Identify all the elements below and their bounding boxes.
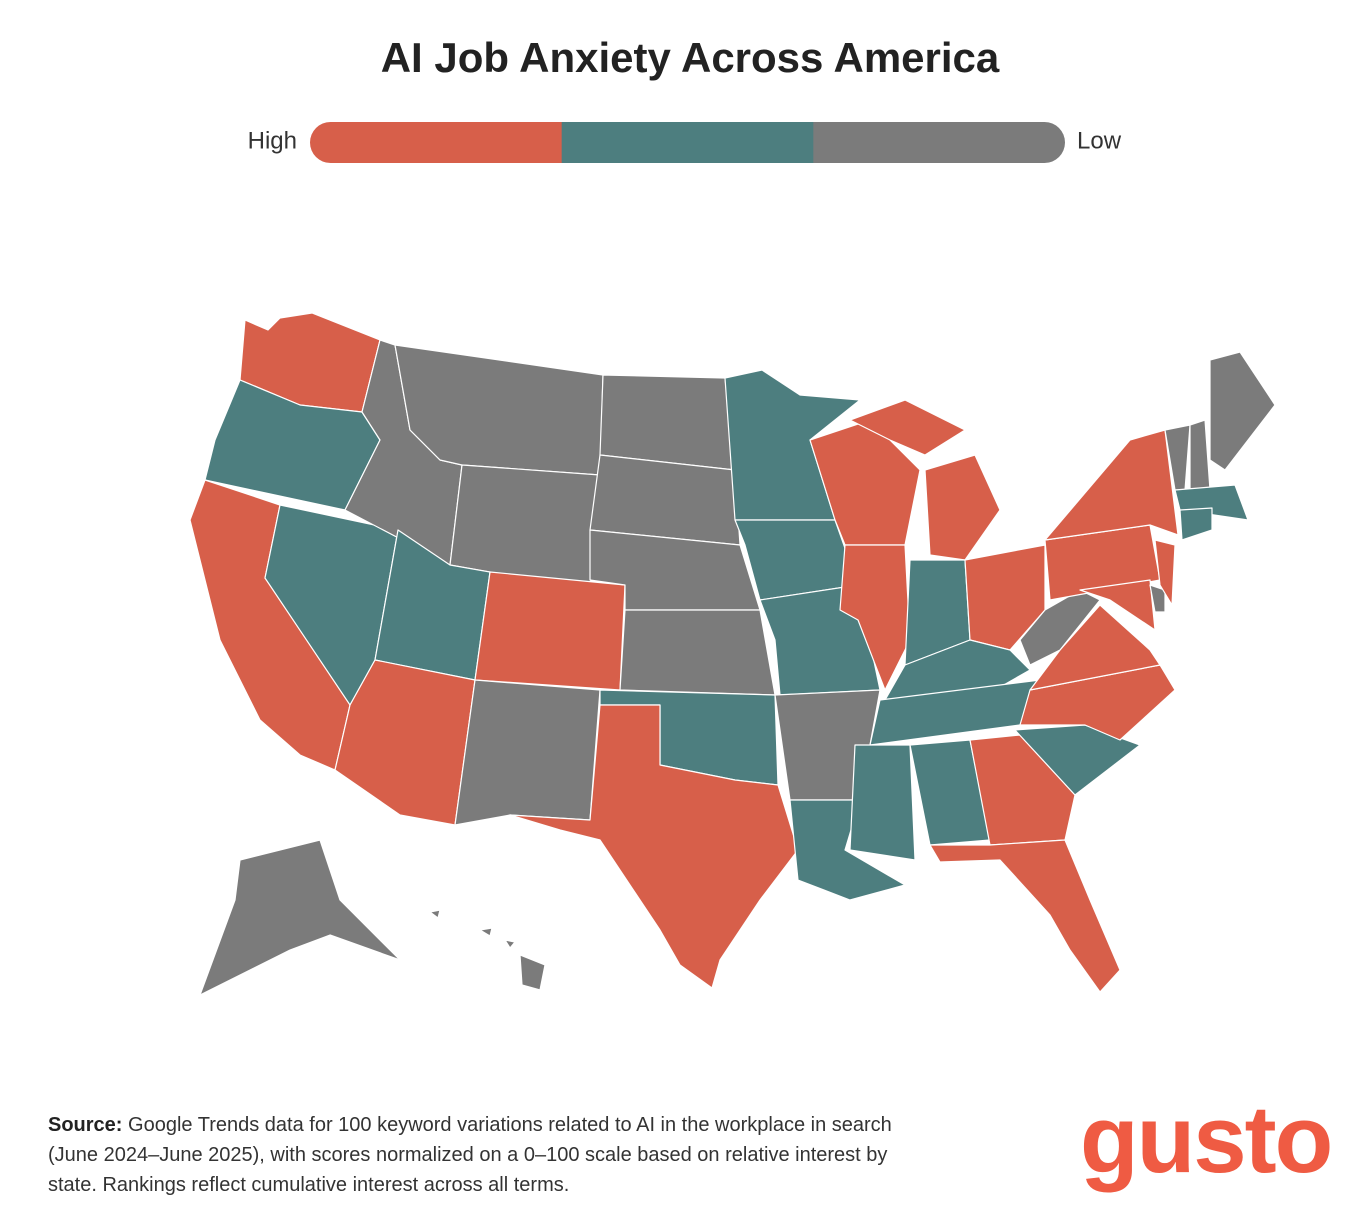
logo: gusto (1080, 1086, 1333, 1193)
state (1149, 584, 1166, 613)
state (1189, 419, 1211, 491)
source-note: Source: Google Trends data for 100 keywo… (48, 1110, 908, 1200)
state (509, 704, 799, 989)
state (849, 399, 966, 456)
state (924, 454, 1001, 561)
state (839, 544, 911, 691)
state (619, 609, 776, 696)
state (1079, 579, 1156, 631)
source-label: Source: (48, 1114, 123, 1136)
state (1044, 429, 1179, 541)
state (199, 839, 401, 996)
state (849, 744, 916, 861)
legend-low-label: Low (1077, 127, 1122, 154)
state (519, 954, 546, 991)
source-text: Google Trends data for 100 keyword varia… (48, 1114, 892, 1196)
legend-high-label: High (248, 127, 297, 154)
state (969, 734, 1076, 846)
state (454, 679, 601, 826)
legend-segment (310, 122, 563, 163)
title: AI Job Anxiety Across America (381, 34, 1000, 81)
state (964, 544, 1046, 651)
state (1014, 724, 1141, 796)
legend-segment (561, 122, 814, 163)
state (589, 454, 741, 546)
states (189, 312, 1276, 996)
state (599, 374, 736, 471)
state (429, 909, 441, 919)
state (504, 939, 516, 949)
state (1019, 589, 1101, 666)
state (1029, 604, 1161, 691)
state (929, 839, 1121, 993)
state (1179, 507, 1213, 541)
legend-bar (310, 122, 1065, 163)
state (479, 927, 493, 937)
legend-segment (813, 122, 1065, 163)
state (1154, 539, 1176, 606)
state (1209, 351, 1276, 471)
state (474, 571, 626, 691)
